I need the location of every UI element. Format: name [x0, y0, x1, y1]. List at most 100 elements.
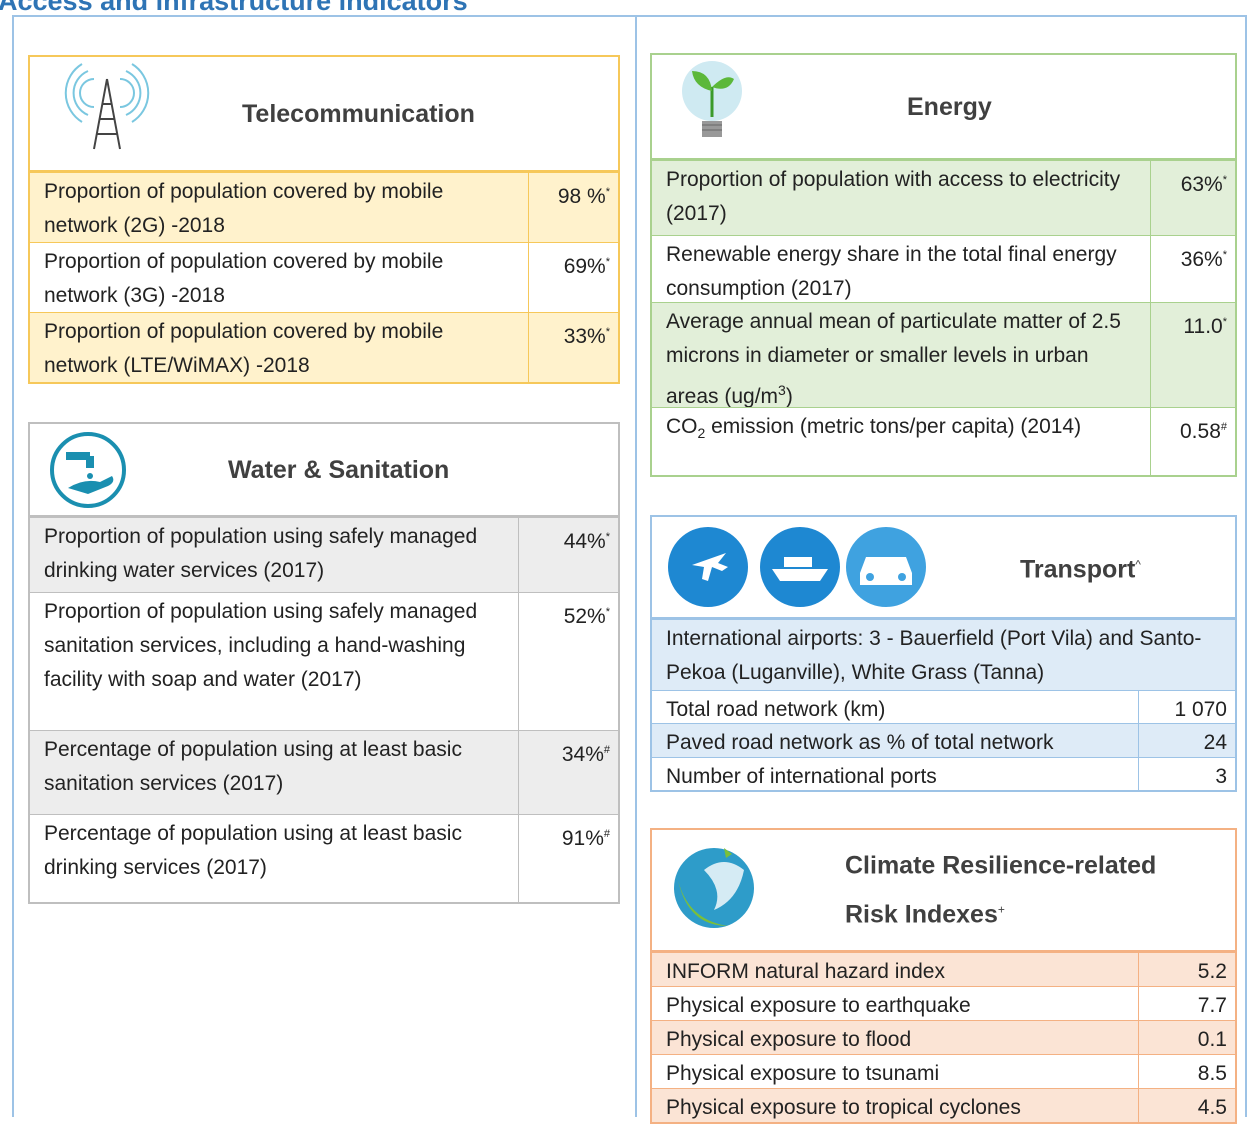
title-text: Water & Sanitation [228, 456, 449, 484]
label-part: emission (metric tons/per capita) (2014) [705, 415, 1081, 438]
page: {"page_title": "Access and infrastructur… [0, 0, 1249, 1117]
row-value: 11.0* [1150, 303, 1235, 407]
row-value: 33%* [528, 313, 618, 382]
row-label: Physical exposure to tropical cyclones [652, 1089, 1138, 1122]
row-label: Renewable energy share in the total fina… [652, 236, 1150, 302]
panel-header: Telecommunication [30, 57, 618, 172]
row-value: 0.58# [1150, 408, 1235, 475]
row-value: 1 070 [1138, 691, 1235, 723]
value-text: 4.5 [1198, 1096, 1227, 1119]
row-label: Proportion of population covered by mobi… [30, 243, 528, 312]
row-value: 4.5 [1138, 1089, 1235, 1122]
row-value: 52%* [518, 593, 618, 730]
row-value: 8.5 [1138, 1055, 1235, 1088]
table-row: Proportion of population covered by mobi… [30, 242, 618, 312]
table-row: Total road network (km)1 070 [652, 690, 1235, 723]
row-label: CO2 emission (metric tons/per capita) (2… [652, 408, 1150, 475]
row-label: INFORM natural hazard index [652, 953, 1138, 986]
panel-title: Transport^ [1020, 542, 1209, 591]
frame-line [12, 15, 14, 1117]
value-text: 98 % [558, 185, 606, 208]
icon [674, 57, 754, 152]
panel-header: Energy [652, 55, 1235, 160]
value-note: * [606, 326, 610, 338]
icon [48, 430, 138, 510]
panel: Water & Sanitation Proportion of populati… [28, 422, 620, 904]
row-label: International airports: 3 - Bauerfield (… [652, 620, 1235, 690]
value-note: # [1221, 421, 1227, 433]
value-text: 36% [1181, 248, 1223, 271]
panel-title: Telecommunication [242, 92, 592, 136]
frame-line [635, 15, 637, 1117]
value-text: 44% [564, 530, 606, 553]
row-label: Paved road network as % of total network [652, 724, 1138, 757]
label-part: Average annual mean of particulate matte… [666, 310, 1121, 407]
panel-title: Climate Resilience-related Risk Indexes+ [845, 843, 1209, 936]
table-row: INFORM natural hazard index 5.2 [652, 952, 1235, 986]
value-note: * [1223, 249, 1227, 261]
value-note: * [606, 606, 610, 618]
label-part: 3 [778, 382, 786, 398]
row-value: 34%# [518, 731, 618, 814]
row-label: Number of international ports [652, 758, 1138, 790]
value-note: * [1223, 316, 1227, 328]
value-text: 7.7 [1198, 994, 1227, 1017]
label-part: ) [786, 385, 793, 407]
table-row: Proportion of population covered by mobi… [30, 312, 618, 382]
value-note: * [1223, 174, 1227, 186]
table-row: Number of international ports3 [652, 757, 1235, 790]
panel-title: Energy [907, 85, 1209, 129]
value-text: 33% [564, 325, 606, 348]
table-row: Percentage of population using at least … [30, 814, 618, 902]
row-label: Percentage of population using at least … [30, 815, 518, 902]
row-label: Physical exposure to earthquake [652, 987, 1138, 1020]
frame-line [12, 15, 1247, 17]
value-text: 5.2 [1198, 960, 1227, 983]
panel-header: Water & Sanitation [30, 424, 618, 517]
table-row: Average annual mean of particulate matte… [652, 302, 1235, 407]
row-value: 0.1 [1138, 1021, 1235, 1054]
table-row: Paved road network as % of total network… [652, 723, 1235, 757]
value-note: # [604, 744, 610, 756]
row-label: Average annual mean of particulate matte… [652, 303, 1150, 407]
value-text: 34% [562, 743, 604, 766]
value-note: * [606, 186, 610, 198]
value-text: 24 [1204, 731, 1227, 754]
row-label: Proportion of population covered by mobi… [30, 173, 528, 242]
title-note: + [998, 902, 1005, 916]
row-label: Proportion of population using safely ma… [30, 593, 518, 730]
panel-header: Transport^ [652, 517, 1235, 619]
table-row: Physical exposure to flood 0.1 [652, 1020, 1235, 1054]
value-note: # [604, 828, 610, 840]
panel: Energy Proportion of population with acce… [650, 53, 1237, 477]
panel: Telecommunication Proportion of populatio… [28, 55, 620, 384]
row-value: 3 [1138, 758, 1235, 790]
row-value: 63%* [1150, 161, 1235, 235]
row-label: Total road network (km) [652, 691, 1138, 723]
row-value: 44%* [518, 518, 618, 592]
table-row: Physical exposure to earthquake 7.7 [652, 986, 1235, 1020]
value-note: * [606, 256, 610, 268]
row-label: Physical exposure to tsunami [652, 1055, 1138, 1088]
panel: Climate Resilience-related Risk Indexes+… [650, 828, 1237, 1124]
value-text: 52% [564, 605, 606, 628]
frame-line [1245, 15, 1247, 1117]
value-text: 69% [564, 255, 606, 278]
title-text: Climate Resilience-related Risk Indexes [845, 851, 1156, 928]
icon [52, 59, 162, 154]
row-label: Proportion of population covered by mobi… [30, 313, 528, 382]
table-row: Proportion of population with access to … [652, 160, 1235, 235]
row-label: Physical exposure to flood [652, 1021, 1138, 1054]
table-row: CO2 emission (metric tons/per capita) (2… [652, 407, 1235, 475]
panel-title: Water & Sanitation [228, 448, 592, 492]
row-label: Percentage of population using at least … [30, 731, 518, 814]
value-text: 0.58 [1180, 420, 1221, 443]
table-row: Proportion of population using safely ma… [30, 592, 618, 730]
table-row: Percentage of population using at least … [30, 730, 618, 814]
row-value: 91%# [518, 815, 618, 902]
value-text: 0.1 [1198, 1028, 1227, 1051]
title-text: Energy [907, 93, 992, 121]
label-part: CO [666, 415, 698, 438]
panel-header: Climate Resilience-related Risk Indexes+ [652, 830, 1235, 952]
row-value: 98 %* [528, 173, 618, 242]
